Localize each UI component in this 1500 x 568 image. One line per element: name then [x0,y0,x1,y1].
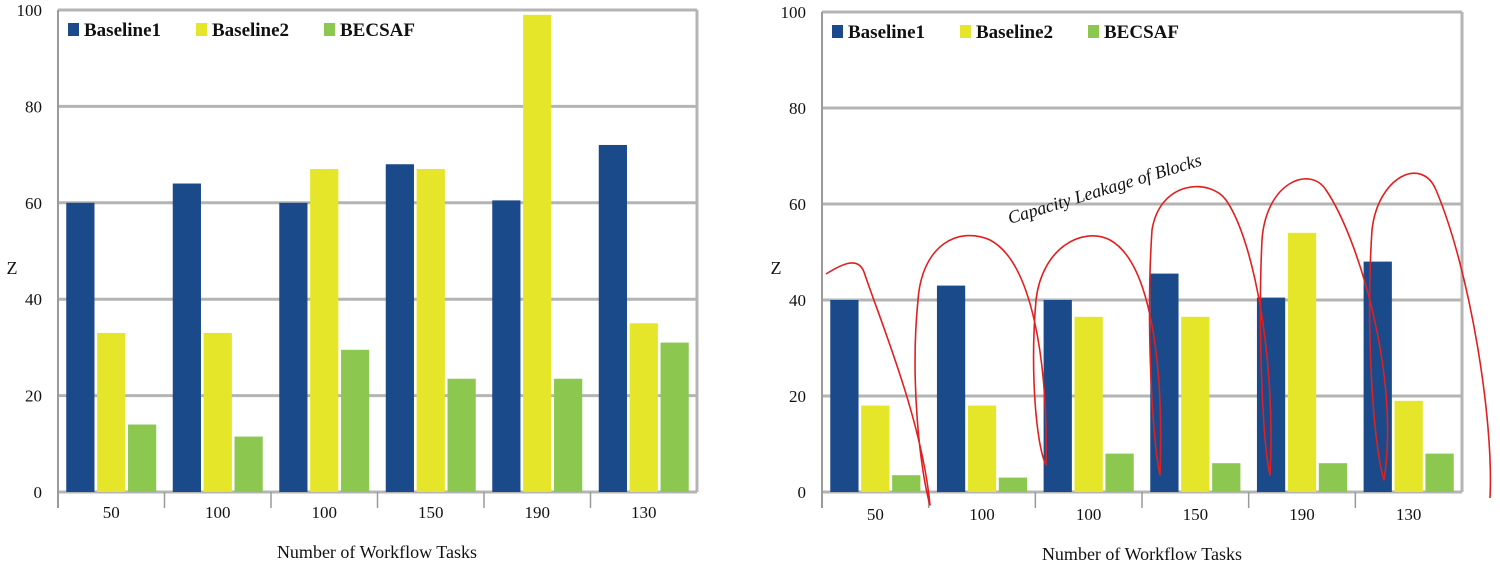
chart-left-bar-baseline2 [203,332,232,492]
chart-left-bars [66,14,689,493]
chart-right-bar-becsaf [1425,453,1454,492]
chart-right-y-tick-label: 0 [798,483,807,502]
chart-left-legend-swatch-baseline2 [196,23,207,36]
chart-left-y-tick-label: 60 [25,194,42,213]
chart-left-bar-becsaf [128,424,157,492]
chart-left-bar-becsaf [234,436,263,492]
chart-right-bar-baseline1 [1043,300,1072,492]
chart-left-legend-swatch-baseline1 [68,23,79,36]
chart-left-bar-becsaf [660,342,689,492]
chart-left-x-tick-label: 50 [103,503,120,522]
chart-right-x-tick-label: 50 [867,505,884,524]
chart-right-y-tick-label: 100 [781,3,807,22]
chart-left-bar-becsaf [447,378,476,492]
chart-right-legend-label-baseline2: Baseline2 [976,22,1053,43]
chart-right-x-axis-label: Number of Workflow Tasks [1042,544,1242,564]
chart-left-bar-baseline1 [279,202,308,493]
chart-left-y-tick-label: 40 [25,290,42,309]
chart-right-bar-baseline2 [1394,400,1423,492]
chart-right-bar-becsaf [892,475,921,492]
chart-right-bar-becsaf [998,477,1028,492]
chart-right-x-tick-label: 130 [1396,505,1422,524]
chart-left-y-axis-label: Z [7,258,18,278]
chart-right-bar-baseline2 [967,405,997,492]
chart-right-bar-baseline1 [936,285,966,492]
capacity-leakage-annotation: Capacity Leakage of Blocks [1005,150,1203,228]
chart-left-legend-label-becsaf: BECSAF [340,20,415,41]
chart-right-bar-baseline1 [1150,273,1179,492]
chart-right-legend-swatch-becsaf [1088,25,1099,38]
chart-left-legend-label-baseline1: Baseline1 [84,20,161,41]
chart-left-bar-baseline2 [416,169,445,492]
chart-right-x-tick-label: 100 [1076,505,1102,524]
chart-right-bar-baseline2 [1181,316,1210,492]
chart-left-y-ticks: 0 20 40 60 80 100 [17,1,43,502]
chart-left-x-tick-label: 190 [525,503,551,522]
chart-left-bar-baseline1 [66,202,95,493]
chart-right-bar-becsaf [1105,453,1134,492]
chart-right-y-tick-label: 40 [789,291,806,310]
chart-left-x-ticks: 50 100 100 150 190 130 [103,503,657,522]
chart-right-x-ticks: 50 100 100 150 190 130 [867,505,1422,524]
chart-left-y-tick-label: 20 [25,387,42,406]
chart-left: 0 20 40 60 80 100 50 100 100 150 190 130 Number of… [7,1,699,562]
chart-right-bar-baseline1 [1363,261,1392,492]
chart-left-legend-label-baseline2: Baseline2 [212,20,289,41]
chart-right-y-axis-label: Z [771,258,782,278]
chart-left-x-tick-label: 150 [418,503,444,522]
chart-left-bar-baseline2 [97,332,126,492]
chart-right-bar-becsaf [1212,463,1241,492]
chart-left-bar-baseline2 [629,323,658,492]
chart-left-bar-baseline1 [598,144,627,492]
chart-right-bar-becsaf [1318,463,1348,492]
chart-right-y-tick-label: 60 [789,195,806,214]
chart-right: 0 20 40 60 80 100 50 100 100 150 190 130 Number of… [771,3,1492,564]
chart-right-y-tick-label: 80 [789,99,806,118]
chart-left-bar-baseline2 [523,14,552,492]
chart-right-legend-label-becsaf: BECSAF [1104,22,1179,43]
chart-left-y-tick-label: 100 [17,1,43,20]
chart-right-x-tick-label: 100 [969,505,995,524]
chart-left-x-axis-label: Number of Workflow Tasks [277,542,477,562]
chart-right-y-tick-label: 20 [789,387,806,406]
chart-right-legend: Baseline1 Baseline2 BECSAF [832,22,1179,43]
capacity-leakage-scribble [825,172,1492,506]
chart-right-legend-label-baseline1: Baseline1 [848,22,925,43]
chart-left-legend: Baseline1 Baseline2 BECSAF [68,20,415,41]
chart-right-x-tick-label: 150 [1183,505,1209,524]
chart-right-bar-baseline2 [861,405,890,492]
chart-right-bar-baseline1 [830,300,859,492]
chart-right-y-ticks: 0 20 40 60 80 100 [781,3,807,502]
chart-left-y-tick-label: 80 [25,97,42,116]
chart-left-legend-swatch-becsaf [324,23,335,36]
chart-left-x-tick-label: 100 [312,503,338,522]
chart-right-legend-swatch-baseline1 [832,25,843,38]
chart-right-x-tick-label: 190 [1289,505,1315,524]
chart-right-legend-swatch-baseline2 [960,25,971,38]
chart-left-bar-becsaf [554,378,583,492]
chart-left-x-tick-label: 130 [631,503,657,522]
chart-left-bar-baseline1 [172,183,201,492]
chart-left-bar-baseline1 [385,164,414,493]
chart-left-gridlines [57,8,699,508]
chart-right-bar-baseline2 [1287,232,1317,493]
chart-right-bar-baseline2 [1074,316,1103,492]
chart-left-y-tick-label: 0 [34,483,43,502]
chart-left-bar-becsaf [341,349,370,492]
chart-left-bar-baseline2 [310,169,339,492]
chart-left-x-tick-label: 100 [205,503,231,522]
chart-left-bar-baseline1 [492,200,521,492]
